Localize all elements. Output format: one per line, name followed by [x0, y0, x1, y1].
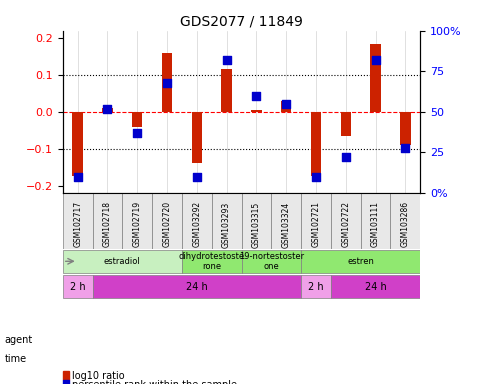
Text: GSM103286: GSM103286 [401, 201, 410, 247]
Point [401, 144, 409, 151]
FancyBboxPatch shape [301, 250, 420, 273]
Text: estradiol: estradiol [104, 257, 141, 266]
Text: GSM103324: GSM103324 [282, 201, 291, 248]
FancyBboxPatch shape [93, 275, 301, 298]
Point [193, 174, 201, 180]
FancyBboxPatch shape [63, 250, 182, 273]
FancyBboxPatch shape [182, 193, 212, 248]
Text: percentile rank within the sample: percentile rank within the sample [72, 380, 238, 384]
Point [163, 79, 171, 86]
Text: estren: estren [347, 257, 374, 266]
Text: GSM102721: GSM102721 [312, 201, 320, 247]
FancyBboxPatch shape [63, 193, 93, 248]
Text: GSM103292: GSM103292 [192, 201, 201, 247]
FancyBboxPatch shape [152, 193, 182, 248]
Point [223, 57, 230, 63]
FancyBboxPatch shape [93, 193, 122, 248]
FancyBboxPatch shape [242, 193, 271, 248]
Point [312, 174, 320, 180]
Bar [400, 112, 411, 145]
Bar [132, 112, 142, 127]
Bar [192, 112, 202, 164]
Text: GSM103315: GSM103315 [252, 201, 261, 248]
Bar [102, 108, 113, 112]
FancyBboxPatch shape [122, 193, 152, 248]
FancyBboxPatch shape [242, 250, 301, 273]
Text: time: time [5, 354, 27, 364]
Text: dihydrotestoste
rone: dihydrotestoste rone [179, 252, 245, 271]
Point [104, 106, 112, 112]
Bar [72, 112, 83, 176]
Point [372, 57, 380, 63]
FancyBboxPatch shape [63, 275, 93, 298]
Text: 19-nortestoster
one: 19-nortestoster one [239, 252, 304, 271]
Text: GSM103293: GSM103293 [222, 201, 231, 248]
Bar [281, 101, 291, 112]
Point [133, 130, 141, 136]
Bar [162, 53, 172, 112]
FancyBboxPatch shape [271, 193, 301, 248]
Bar [251, 110, 262, 112]
Title: GDS2077 / 11849: GDS2077 / 11849 [180, 14, 303, 28]
FancyBboxPatch shape [361, 193, 390, 248]
Text: GSM102719: GSM102719 [133, 201, 142, 247]
FancyBboxPatch shape [390, 193, 420, 248]
FancyBboxPatch shape [331, 193, 361, 248]
Text: 24 h: 24 h [186, 282, 208, 292]
FancyBboxPatch shape [301, 193, 331, 248]
Text: 2 h: 2 h [308, 282, 324, 292]
Text: 24 h: 24 h [365, 282, 386, 292]
Point [253, 93, 260, 99]
Text: GSM102720: GSM102720 [163, 201, 171, 247]
FancyBboxPatch shape [331, 275, 420, 298]
Text: GSM102718: GSM102718 [103, 201, 112, 247]
FancyBboxPatch shape [212, 193, 242, 248]
FancyBboxPatch shape [301, 275, 331, 298]
Text: GSM102717: GSM102717 [73, 201, 82, 247]
Point [282, 101, 290, 107]
Point [74, 174, 82, 180]
Text: agent: agent [5, 335, 33, 345]
Text: GSM103111: GSM103111 [371, 201, 380, 247]
Text: 2 h: 2 h [70, 282, 85, 292]
Text: log10 ratio: log10 ratio [72, 371, 125, 381]
FancyBboxPatch shape [182, 250, 242, 273]
Bar [341, 112, 351, 136]
Point [342, 154, 350, 160]
Bar [370, 44, 381, 112]
Bar [311, 112, 321, 176]
Text: GSM102722: GSM102722 [341, 201, 350, 247]
Bar [221, 70, 232, 112]
